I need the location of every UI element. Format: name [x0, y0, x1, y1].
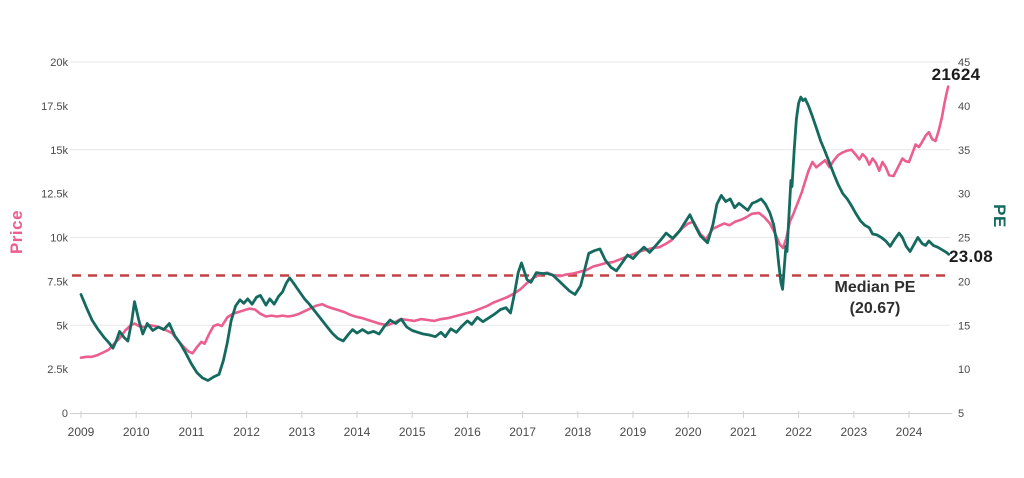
- pe-axis-tick-label: 35: [958, 145, 970, 157]
- x-axis-tick-label: 2022: [785, 425, 812, 439]
- price-axis-tick-label: 15k: [50, 145, 68, 157]
- price-axis-tick-label: 0: [62, 408, 68, 420]
- pe-axis-tick-label: 40: [958, 101, 970, 113]
- median-pe-annotation-line1: Median PE: [834, 279, 916, 296]
- x-axis-tick-label: 2015: [399, 425, 426, 439]
- x-axis-tick-label: 2011: [178, 425, 204, 439]
- x-axis-tick-label: 2010: [123, 425, 150, 439]
- x-axis-tick-label: 2024: [896, 425, 923, 439]
- x-axis-tick-label: 2013: [288, 425, 315, 439]
- latest-price-value: 21624: [931, 65, 981, 84]
- latest-pe-value: 23.08: [948, 247, 994, 266]
- pe-axis-tick-label: 45: [958, 57, 970, 69]
- price-axis-tick-label: 7.5k: [47, 276, 68, 288]
- pe-axis-tick-label: 20: [958, 276, 970, 288]
- pe-axis-tick-label: 10: [958, 364, 970, 376]
- x-axis-tick-label: 2018: [564, 425, 591, 439]
- price-axis-tick-label: 10k: [50, 233, 68, 245]
- price-axis-tick-label: 2.5k: [47, 364, 68, 376]
- x-axis-tick-label: 2017: [509, 425, 536, 439]
- pe-axis-tick-label: 25: [958, 233, 970, 245]
- price-line: [79, 85, 950, 360]
- median-pe-annotation: Median PE (20.67): [813, 277, 937, 319]
- x-axis-tick-label: 2019: [620, 425, 647, 439]
- x-axis-tick-label: 2023: [840, 425, 867, 439]
- x-axis-tick-label: 2012: [233, 425, 260, 439]
- pe-axis-tick-label: 5: [958, 408, 964, 420]
- price-axis-tick-label: 5k: [56, 320, 68, 332]
- pe-line: [79, 95, 951, 382]
- x-axis-tick-label: 2014: [344, 425, 371, 439]
- median-pe-annotation-line2: (20.67): [849, 300, 901, 317]
- x-axis-tick-label: 2009: [68, 425, 95, 439]
- price-axis-tick-label: 12.5k: [41, 189, 68, 201]
- x-axis-tick-label: 2016: [454, 425, 481, 439]
- x-axis-tick-label: 2021: [730, 425, 757, 439]
- pe-axis-tick-label: 30: [958, 189, 970, 201]
- pe-axis-tick-label: 15: [958, 320, 970, 332]
- price-axis-tick-label: 17.5k: [41, 101, 68, 113]
- price-axis-tick-label: 20k: [50, 57, 68, 69]
- x-axis-tick-label: 2020: [675, 425, 702, 439]
